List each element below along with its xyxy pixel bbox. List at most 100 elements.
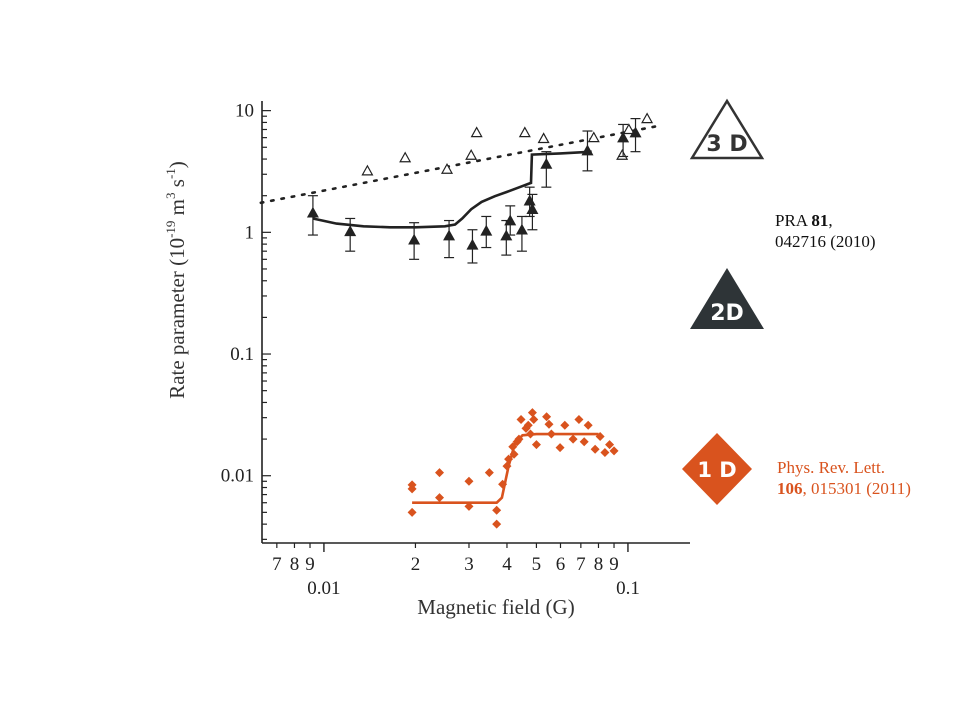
open-triangle-point: [616, 149, 629, 160]
x-tick-label: 8: [594, 554, 604, 575]
diamond-point: [529, 414, 539, 424]
diamond-point: [546, 429, 556, 439]
x-tick-label: 4: [502, 554, 512, 575]
x-decade-label: 0.1: [616, 578, 640, 599]
y-axis-title-close: ): [165, 161, 189, 168]
diamond-point: [407, 484, 417, 494]
reference-prl-line1: Phys. Rev. Lett.: [777, 458, 885, 477]
badge-1d: 1 D: [682, 433, 752, 505]
diamond-point: [595, 432, 605, 442]
open-triangle-point: [518, 126, 531, 138]
y-tick-label: 0.01: [221, 466, 254, 487]
filled-triangle-point: [504, 214, 517, 226]
diamond-point: [498, 479, 508, 489]
diamond-point: [407, 507, 417, 517]
x-tick-label: 3: [464, 554, 474, 575]
reference-pra-volume: 81: [811, 211, 829, 230]
y-axis-title: Rate parameter (10-19 m3 s-1): [163, 161, 189, 399]
diamond-point: [509, 449, 519, 459]
y-tick-label: 0.1: [230, 344, 254, 365]
diamond-point: [583, 420, 593, 430]
diamond-point: [531, 440, 541, 450]
dotted-black-curve: [259, 123, 664, 205]
diamond-point: [542, 412, 552, 422]
x-tick-label: 9: [305, 554, 315, 575]
diamond-point: [435, 493, 445, 503]
open-triangle-point: [641, 112, 654, 124]
filled-triangle-point: [408, 233, 421, 245]
filled-triangle-point: [617, 131, 630, 143]
open-triangle-point: [440, 162, 454, 174]
reference-pra-line1: PRA 81,: [775, 211, 833, 230]
diamond-point: [609, 446, 619, 456]
diamond-point: [544, 419, 554, 429]
badge-3d: 3 D: [689, 98, 765, 160]
y-axis-title-s: s: [165, 179, 189, 192]
y-tick-label: 1: [245, 222, 255, 243]
y-axis-title-exp-19: -19: [163, 221, 178, 238]
diamond-point: [502, 461, 512, 471]
diamond-point: [492, 519, 502, 529]
diamond-point: [568, 434, 578, 444]
filled-triangle-point: [466, 238, 479, 250]
badge-2d-label: 2D: [710, 301, 744, 326]
reference-prl-volume: 106: [777, 479, 803, 498]
fit-curves: [259, 123, 664, 504]
x-tick-label: 6: [556, 554, 566, 575]
diamond-point: [492, 505, 502, 515]
badge-2d: 2D: [690, 268, 764, 329]
x-tick-label: 7: [272, 554, 282, 575]
reference-prl: Phys. Rev. Lett. 106, 015301 (2011): [777, 457, 911, 499]
filled-triangle-point: [526, 203, 539, 214]
diamond-point: [527, 408, 537, 418]
diamond-point: [579, 437, 589, 447]
diamond-point: [574, 414, 584, 424]
diamond-point: [514, 434, 524, 444]
diamond-point: [504, 454, 514, 464]
open-triangle-point: [465, 149, 478, 160]
diamond-point: [516, 414, 526, 424]
reference-prl-line2: 106, 015301 (2011): [777, 479, 911, 498]
diamond-point: [523, 420, 533, 430]
diamond-point: [484, 468, 494, 478]
y-axis-title-m: m: [165, 199, 189, 221]
filled-triangle-point: [480, 224, 493, 236]
filled-triangle-point: [523, 194, 536, 206]
filled-triangle-point: [540, 157, 553, 169]
x-axis-title: Magnetic field (G): [417, 595, 574, 619]
x-tick-label: 9: [609, 554, 619, 575]
x-tick-label: 5: [532, 554, 542, 575]
badge-3d-triangle: [689, 98, 765, 160]
badge-3d-label: 3 D: [706, 132, 747, 157]
x-tick-label: 2: [411, 554, 421, 575]
diamond-point: [464, 501, 474, 511]
open-triangle-point: [361, 164, 374, 176]
y-axis-title-main: Rate parameter (10: [165, 238, 189, 399]
reference-pra: PRA 81, 042716 (2010): [775, 210, 876, 252]
filled-triangle-point: [344, 225, 357, 237]
y-axis-title-exp-3: 3: [163, 192, 178, 199]
filled-triangle-point: [306, 206, 319, 218]
open-triangle-point: [470, 126, 483, 138]
diamond-point: [600, 448, 610, 458]
x-decade-label: 0.01: [307, 578, 340, 599]
open-triangle-point: [537, 132, 550, 144]
x-tick-label: 8: [290, 554, 300, 575]
badge-1d-diamond: [682, 433, 752, 505]
diamond-point: [435, 468, 445, 478]
filled-triangle-point: [515, 223, 528, 235]
solid-black-curve: [312, 150, 592, 229]
filled-triangle-point: [443, 229, 456, 241]
x-tick-label: 7: [576, 554, 586, 575]
open-triangle-point: [587, 131, 600, 143]
open-triangle-point: [399, 151, 412, 163]
y-axis-title-exp-minus1: -1: [163, 168, 178, 179]
data-points: [306, 112, 654, 529]
open-triangle-point: [622, 123, 635, 135]
reference-pra-line2: 042716 (2010): [775, 232, 876, 251]
diamond-point: [555, 443, 565, 453]
y-tick-label: 10: [235, 101, 254, 122]
diamond-point: [525, 429, 535, 439]
